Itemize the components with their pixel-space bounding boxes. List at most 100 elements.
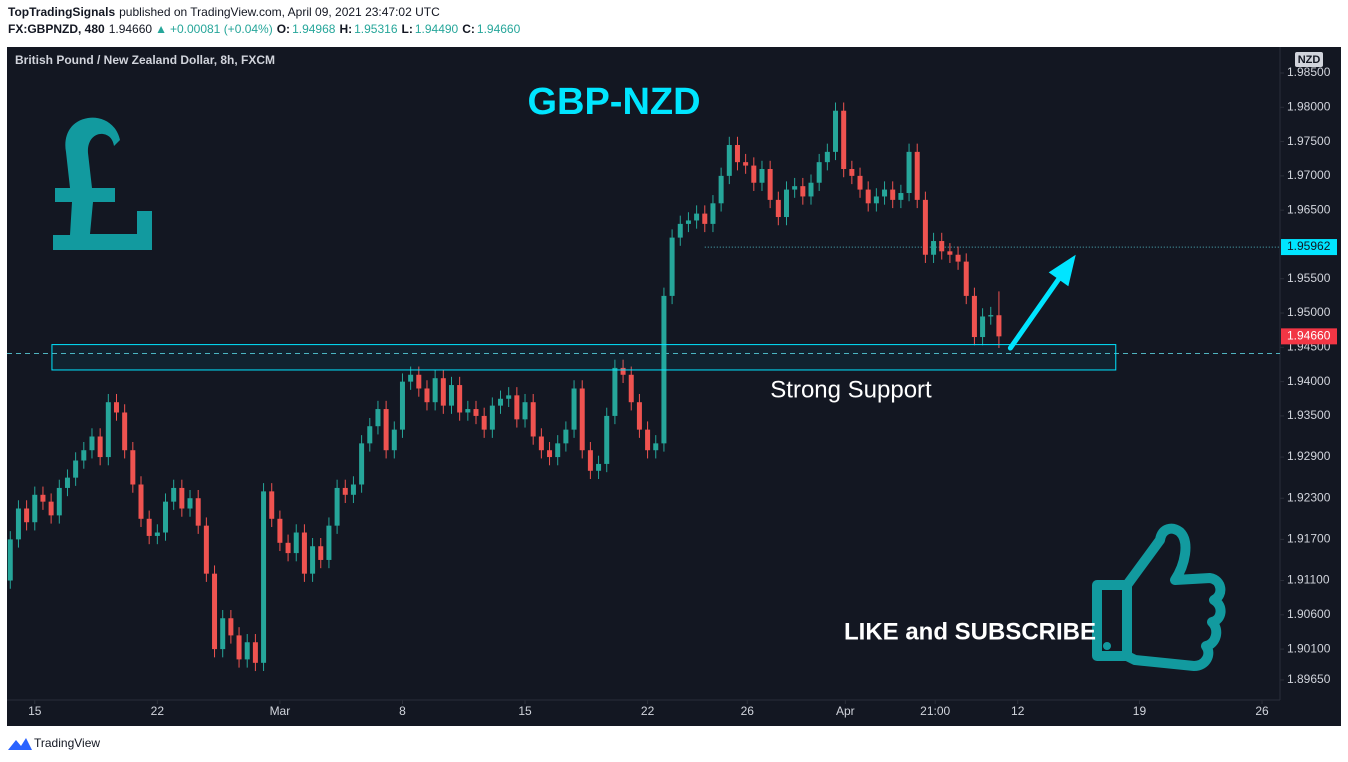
- x-tick-label: 22: [641, 704, 655, 718]
- level-label-box: [1281, 239, 1337, 256]
- level-label: 1.95962: [1287, 239, 1331, 253]
- x-tick-label: Mar: [270, 704, 291, 718]
- chart-title: British Pound / New Zealand Dollar, 8h, …: [15, 53, 275, 67]
- candle-body: [40, 494, 46, 502]
- candle-body: [808, 182, 814, 197]
- candle-body: [269, 491, 275, 519]
- candle-body: [73, 460, 79, 478]
- candle-body: [498, 398, 504, 406]
- candle-body: [685, 220, 691, 224]
- candle-body: [310, 546, 316, 574]
- candle-body: [767, 169, 773, 200]
- symbol-line: FX:GBPNZD, 480 1.94660 ▲ +0.00081 (+0.04%) O…: [8, 22, 521, 36]
- candle-body: [506, 395, 512, 399]
- candle-body: [898, 193, 904, 200]
- candle-body: [277, 518, 283, 543]
- candle-body: [163, 501, 169, 533]
- candle-body: [514, 395, 520, 420]
- candle-body: [195, 498, 201, 526]
- candle-body: [759, 169, 765, 183]
- support-label: Strong Support: [770, 376, 932, 403]
- candle-body: [89, 436, 95, 451]
- chart-panel: [7, 47, 1341, 726]
- candle-body: [465, 409, 471, 413]
- candle-body: [645, 429, 651, 451]
- candle-body: [15, 508, 21, 540]
- candle-body: [220, 618, 226, 650]
- x-tick-label: 15: [28, 704, 42, 718]
- y-tick-label: 1.92900: [1287, 449, 1331, 463]
- candle-body: [113, 402, 119, 413]
- thumbs-up-dot: [1103, 642, 1111, 650]
- candle-body: [187, 498, 193, 509]
- candle-body: [81, 450, 87, 461]
- candle-body: [833, 110, 839, 152]
- candle-body: [882, 189, 888, 197]
- candle-body: [800, 186, 806, 197]
- candle-body: [146, 518, 152, 536]
- candle-body: [399, 381, 405, 430]
- candle-body: [440, 378, 446, 406]
- candle-body: [105, 402, 111, 458]
- x-tick-label: 21:00: [920, 704, 950, 718]
- y-tick-label: 1.92300: [1287, 490, 1331, 504]
- currency: NZD: [1298, 54, 1321, 66]
- ohlc-key: C:: [462, 22, 475, 36]
- candle-body: [604, 415, 610, 464]
- x-tick-label: 15: [518, 704, 532, 718]
- candle-body: [342, 487, 348, 495]
- x-tick-label: 26: [1255, 704, 1269, 718]
- candle-body: [947, 251, 953, 255]
- candle-body: [285, 542, 291, 554]
- candle-body: [726, 145, 732, 176]
- candle-body: [375, 409, 381, 427]
- last-price-box: [1281, 328, 1337, 345]
- candle-body: [212, 573, 218, 650]
- candle-body: [154, 532, 160, 536]
- candle-body: [383, 409, 389, 451]
- candle-body: [783, 189, 789, 218]
- x-tick-label: 22: [151, 704, 165, 718]
- y-tick-label: 1.95000: [1287, 305, 1331, 319]
- candle-body: [228, 618, 234, 636]
- candle-body: [669, 237, 675, 296]
- x-tick-label: 8: [399, 704, 406, 718]
- candle-body: [7, 539, 13, 581]
- candle-body: [587, 450, 593, 471]
- candle-body: [261, 491, 267, 663]
- candle-body: [857, 175, 863, 190]
- ohlc-value: 1.95316: [354, 22, 398, 36]
- x-tick-label: 26: [741, 704, 755, 718]
- candle-body: [971, 295, 977, 338]
- candle-body: [293, 532, 299, 554]
- candle-body: [751, 165, 757, 183]
- ohlc-key: L:: [402, 22, 413, 36]
- candle-body: [408, 374, 414, 382]
- candle-body: [980, 316, 986, 338]
- candle-body: [481, 415, 487, 430]
- candle-body: [350, 484, 356, 495]
- candle-body: [775, 199, 781, 218]
- arrow-head: [1048, 254, 1076, 287]
- candle-body: [473, 409, 479, 416]
- candle-body: [318, 546, 324, 560]
- candle-body: [906, 151, 912, 194]
- symbol: FX:GBPNZD, 480: [8, 22, 105, 36]
- tradingview-logo: [8, 738, 32, 750]
- candle-body: [931, 241, 937, 255]
- call-to-action: LIKE and SUBSCRIBE: [844, 618, 1096, 645]
- candle-body: [489, 405, 495, 430]
- y-tick-label: 1.94000: [1287, 374, 1331, 388]
- candle-body: [64, 477, 70, 488]
- change: +0.00081 (+0.04%): [170, 22, 273, 36]
- candle-body: [538, 436, 544, 451]
- candle-body: [914, 151, 920, 200]
- y-tick-label: 1.90600: [1287, 607, 1331, 621]
- thumbs-up-icon: [1092, 523, 1226, 671]
- candle-body: [849, 169, 855, 176]
- candle-body: [743, 162, 749, 166]
- candle-body: [636, 402, 642, 430]
- candle-body: [457, 385, 463, 413]
- candle-body: [244, 642, 250, 660]
